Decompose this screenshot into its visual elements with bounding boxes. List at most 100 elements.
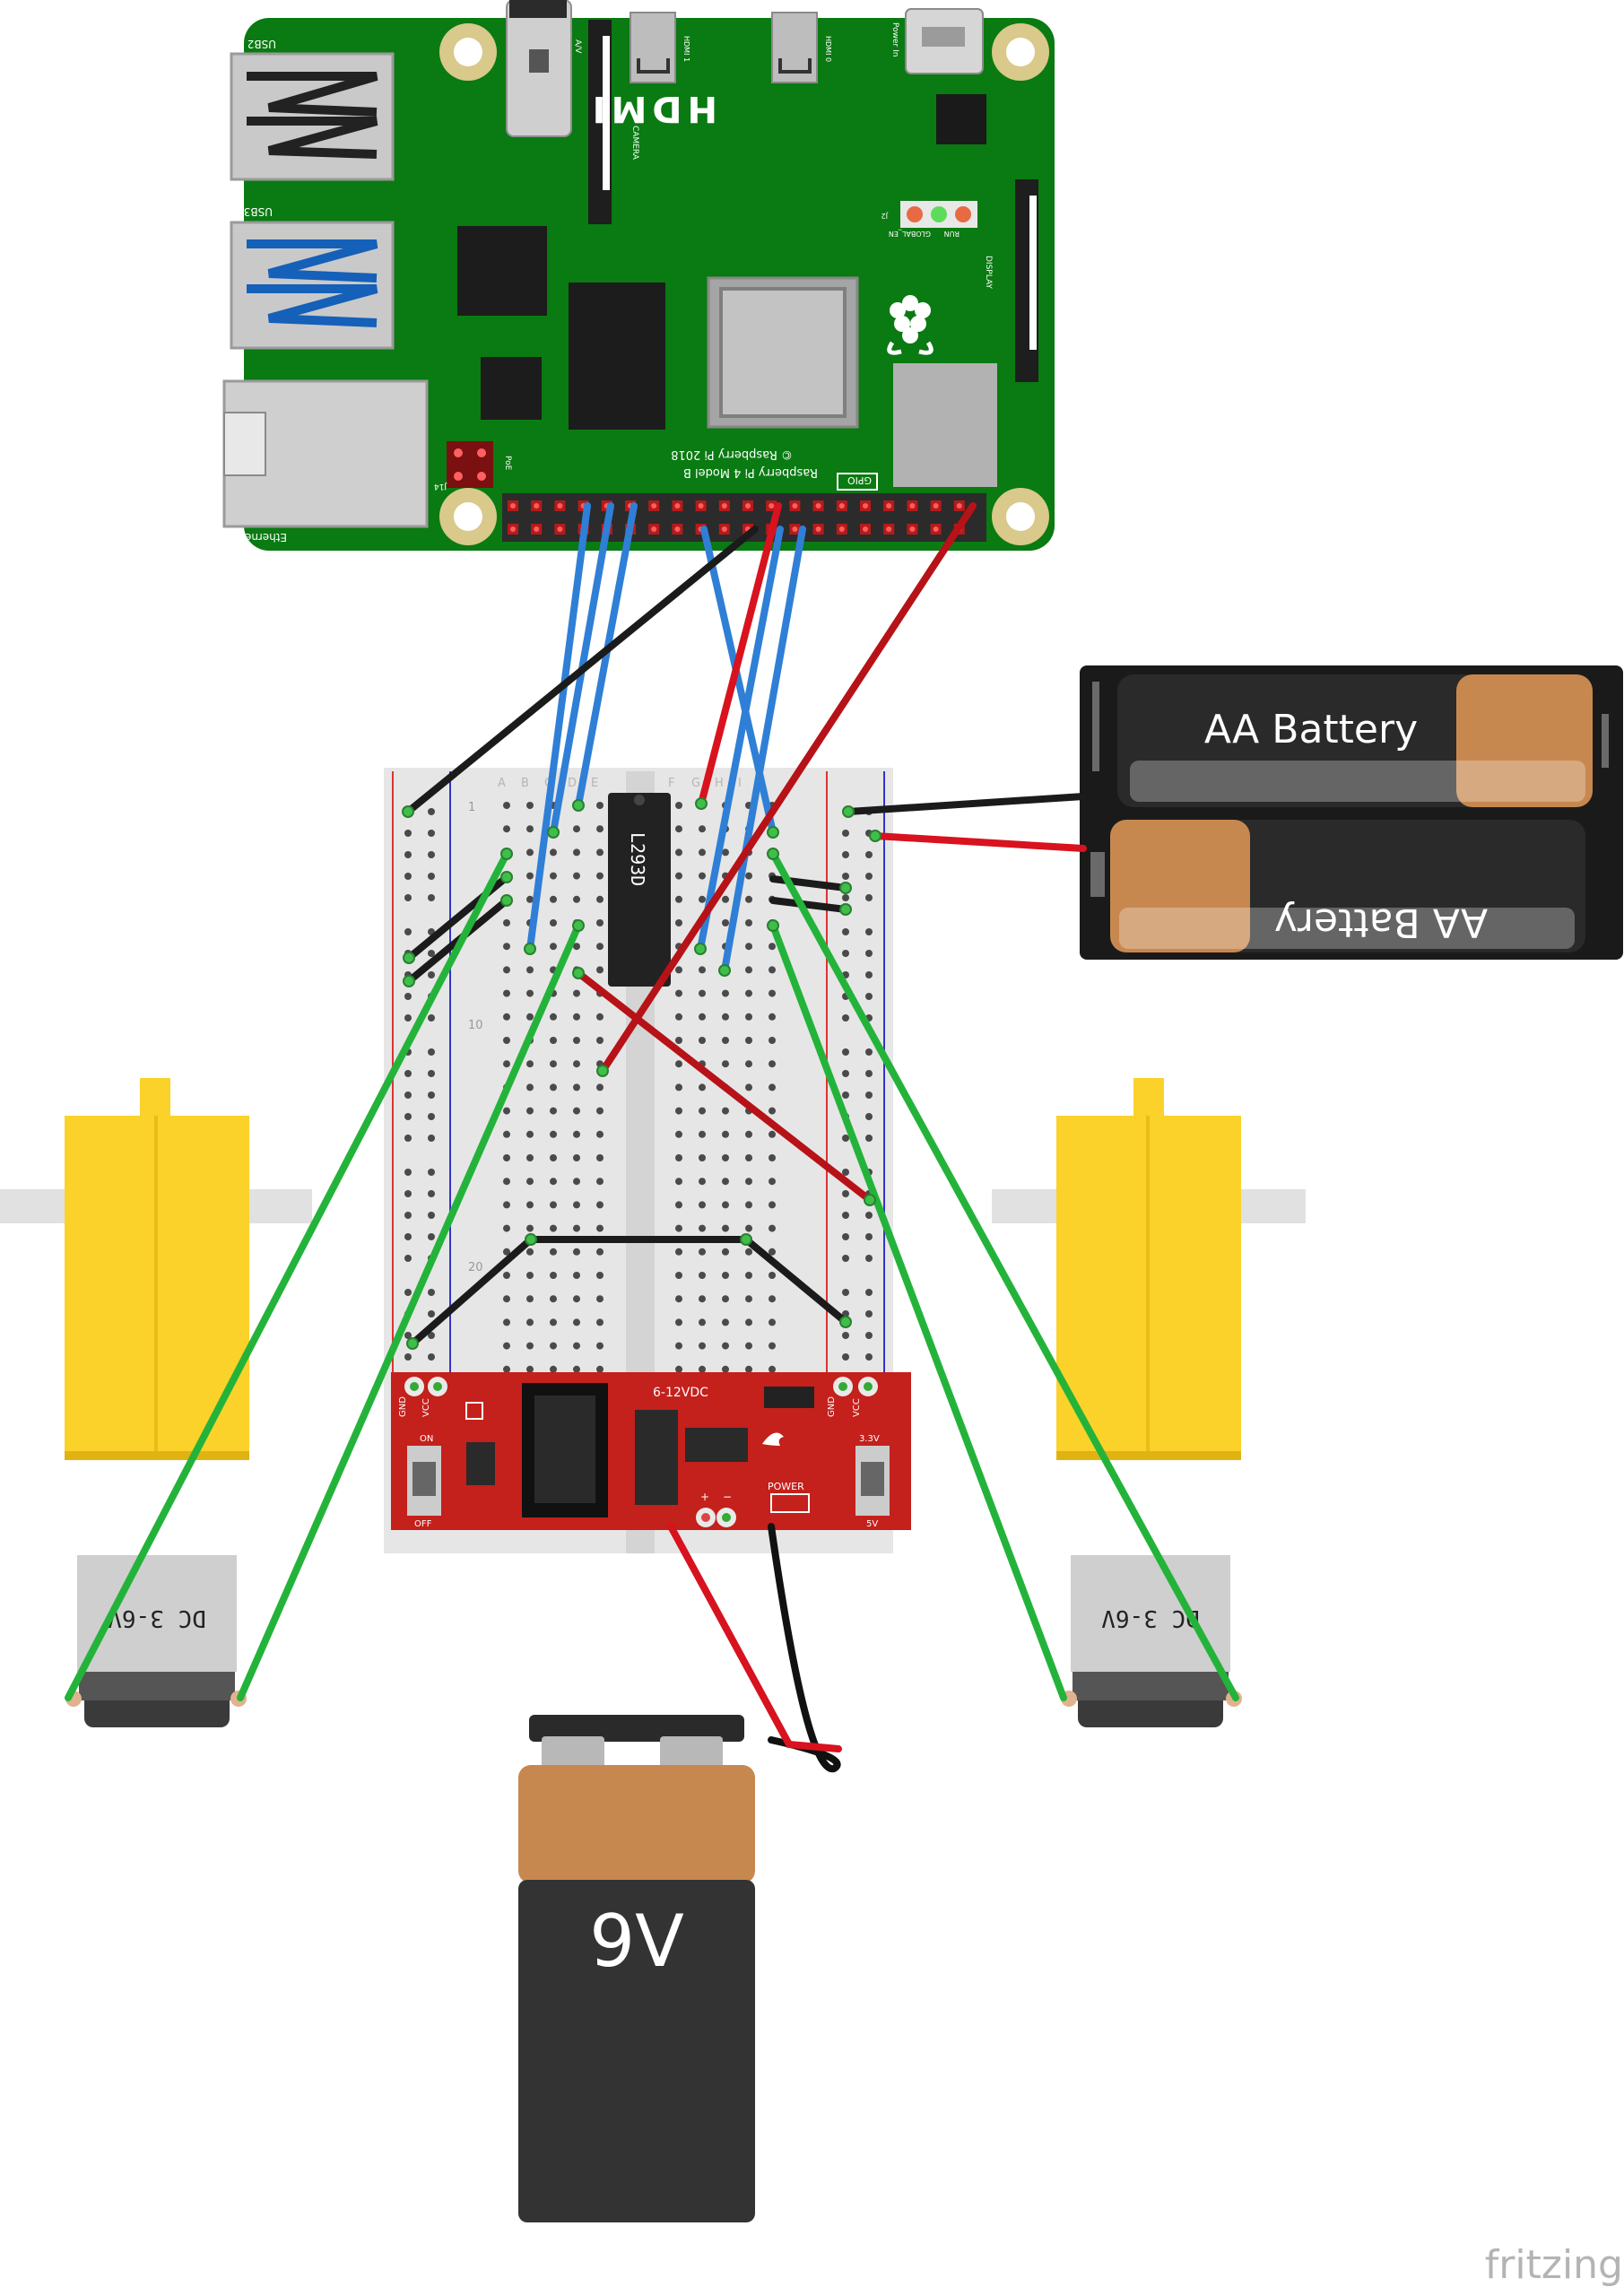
vcc-left-label: VCC — [421, 1398, 431, 1417]
hdmi0-port: HDMI 0 — [771, 12, 832, 83]
wire-black-gnd-bridge — [409, 1236, 849, 1347]
gpio-label-box: GPIO — [837, 473, 878, 491]
camera-label: CAMERA — [630, 126, 639, 161]
usb3-port: USB3 — [230, 205, 395, 350]
fritzing-watermark: fritzing — [1485, 2242, 1623, 2287]
ram-chip — [569, 283, 665, 430]
wire-end-points — [402, 797, 881, 1350]
sparkfun-logo-icon — [762, 1432, 784, 1446]
usb2-port: USB2 — [230, 38, 395, 181]
hdmi1-label: HDMI 1 — [682, 36, 690, 62]
raspberry-logo-icon — [887, 295, 934, 355]
usb-controller-chip — [457, 226, 547, 316]
j14-label: J14 — [434, 482, 447, 491]
display-label: DISPLAY — [984, 256, 993, 289]
wire-green-1 — [65, 850, 510, 1701]
wire-blue-5 — [697, 526, 784, 952]
power-in-port: Power In — [890, 8, 984, 74]
v5-label: 5V — [866, 1519, 878, 1529]
on-off-switch: ON OFF — [407, 1434, 441, 1529]
wire-green-2 — [237, 922, 582, 1701]
global-en-label: GLOBAL_EN — [889, 230, 931, 238]
wire-blue-6 — [721, 526, 806, 974]
wire-red-cross — [575, 970, 873, 1204]
battery-9v: 9V — [518, 1715, 755, 2222]
aa-cell-top: AA Battery — [1117, 674, 1593, 807]
wire-green-3 — [769, 850, 1239, 1701]
av-label: A/V — [573, 39, 582, 54]
aa-cell-bottom-label: AA Battery — [1274, 900, 1488, 945]
wire-red-9v — [667, 1523, 842, 1752]
power-in-label: Power In — [890, 22, 899, 57]
usb3-label: USB3 — [244, 205, 273, 218]
mounting-holes — [439, 23, 1049, 545]
power-led — [770, 1493, 810, 1513]
voltage-regulator — [635, 1410, 678, 1505]
wire-red-rpi-1 — [698, 502, 782, 807]
svg-text:GPIO: GPIO — [847, 474, 872, 486]
breadboard-power-module: GND VCC GND VCC 6-12VDC ON OFF 3.3V 5V P… — [391, 1372, 911, 1530]
battery-9v-label: 9V — [589, 1900, 684, 1983]
ethernet-label: Ethernet — [240, 531, 287, 543]
wire-green-4 — [769, 922, 1067, 1701]
model-line-1: Raspberry Pi 4 Model B — [683, 465, 818, 479]
wire-red-rpi-2 — [599, 502, 977, 1074]
wire-black-9v — [768, 1523, 841, 1773]
poe-label: PoE — [503, 456, 512, 471]
wire-black-rpi — [404, 526, 759, 815]
vcc-right-label: VCC — [852, 1398, 862, 1417]
wire-red-aa — [872, 832, 1087, 852]
l293d-chip: L293D — [608, 793, 671, 987]
usb2-label: USB2 — [248, 38, 276, 50]
camera-connector: CAMERA — [588, 20, 639, 224]
motor-left: DC 3-6V — [0, 1078, 312, 1727]
soc-processor — [707, 276, 859, 429]
wires — [65, 502, 1239, 1773]
wire-black-aa — [845, 793, 1087, 815]
aa-cell-bottom: AA Battery — [1110, 820, 1585, 952]
wire-black-right-2 — [769, 897, 849, 913]
pmic-shield — [893, 363, 997, 487]
av-jack: A/V — [506, 0, 582, 137]
col-h-label: H — [715, 777, 724, 790]
hdmi0-label: HDMI 0 — [824, 36, 832, 62]
small-chip — [936, 94, 986, 144]
ethernet-chip — [481, 357, 542, 420]
col-a-label: A — [498, 777, 506, 790]
motor-left-label: DC 3-6V — [108, 1604, 206, 1631]
run-label: RUN — [944, 230, 960, 238]
j2-label: J2 — [881, 212, 889, 220]
display-connector: DISPLAY — [984, 179, 1038, 382]
input-voltage-label: 6-12VDC — [653, 1386, 708, 1400]
off-label: OFF — [414, 1519, 432, 1529]
row-10-label: 10 — [468, 1019, 483, 1032]
col-e-label: E — [591, 777, 598, 790]
on-label: ON — [420, 1434, 433, 1444]
poe-header: PoE J14 — [434, 441, 512, 491]
wire-blue-3 — [575, 502, 638, 809]
col-d-label: D — [568, 777, 577, 790]
model-line-2: © Raspberry Pi 2018 — [671, 448, 793, 461]
gnd-right-label: GND — [827, 1396, 837, 1417]
aa-cell-top-label: AA Battery — [1204, 707, 1418, 752]
power-label: POWER — [768, 1481, 804, 1492]
l293d-label: L293D — [627, 832, 648, 886]
hdmi1-port: HDMI 1 — [630, 12, 690, 83]
plus-label: + — [700, 1491, 709, 1503]
voltage-select-switch: 3.3V 5V — [855, 1434, 890, 1529]
aa-battery-pack: AA Battery AA Battery — [1080, 665, 1623, 960]
row-1-label: 1 — [468, 801, 475, 814]
col-i-label: I — [738, 777, 742, 790]
ethernet-port: Ethernet — [222, 379, 429, 543]
v33-label: 3.3V — [859, 1434, 880, 1444]
col-b-label: B — [521, 777, 529, 790]
hdmi-silkscreen: HDMI — [587, 88, 717, 129]
raspberry-pi-board: USB2 USB3 Ethernet A/V CAMERA — [222, 0, 1055, 551]
col-f-label: F — [668, 777, 674, 790]
wire-blue-1 — [526, 502, 591, 952]
status-leds: J2 GLOBAL_EN RUN — [881, 201, 977, 238]
row-20-label: 20 — [468, 1261, 483, 1274]
col-g-label: G — [691, 777, 700, 790]
gnd-left-label: GND — [398, 1396, 408, 1417]
